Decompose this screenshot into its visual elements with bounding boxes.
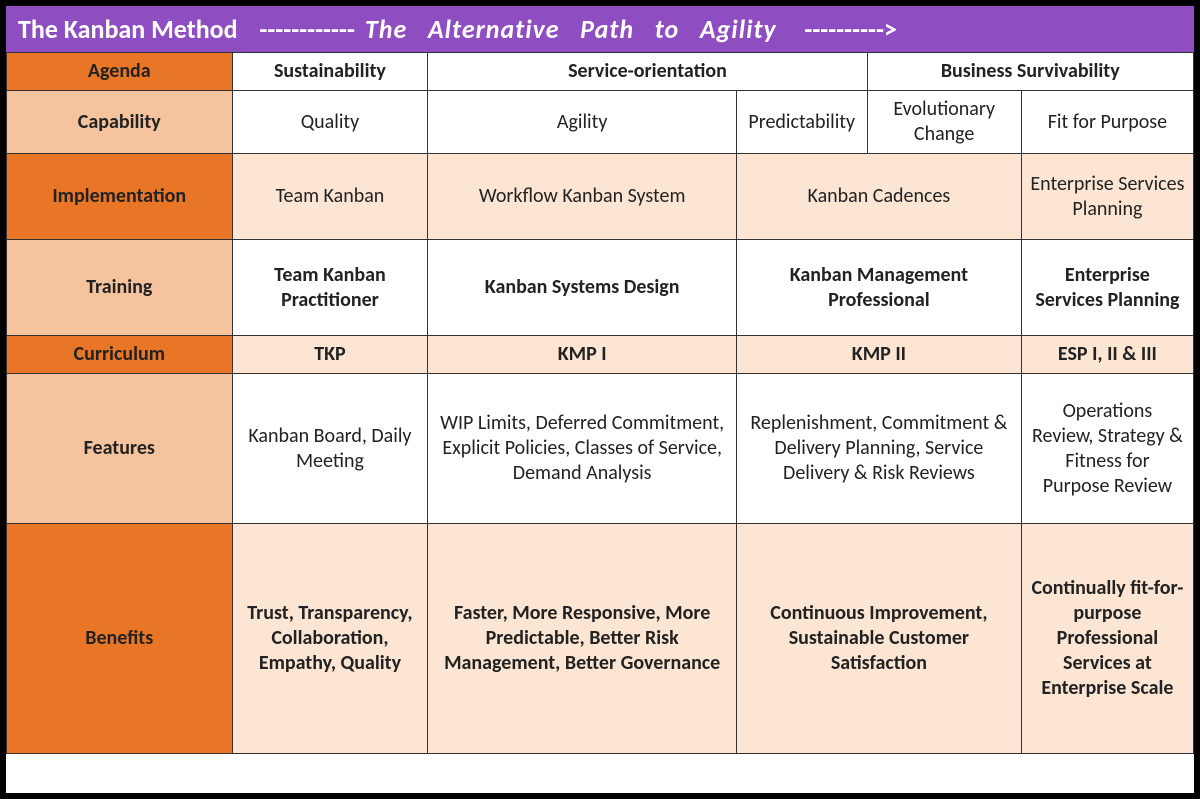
matrix-cell: Trust, Transparency, Collaboration, Empa… [232,524,428,754]
row-header: Training [7,240,233,336]
matrix-cell: Service-orientation [428,53,867,91]
title-subtitle: The Alternative Path to Agility [365,13,777,45]
matrix-cell: Kanban Systems Design [428,240,737,336]
matrix-cell: Agility [428,91,737,154]
title-dashes-right: ----------> [787,13,897,45]
matrix-cell: Replenishment, Commitment & Delivery Pla… [736,374,1021,524]
row-header: Implementation [7,154,233,240]
matrix-cell: WIP Limits, Deferred Commitment, Explici… [428,374,737,524]
matrix-cell: Business Survivability [867,53,1193,91]
matrix-cell: Sustainability [232,53,428,91]
matrix-cell: Faster, More Responsive, More Predictabl… [428,524,737,754]
matrix-cell: Predictability [736,91,867,154]
row-header: Benefits [7,524,233,754]
matrix-cell: KMP I [428,336,737,374]
matrix-cell: Workflow Kanban System [428,154,737,240]
matrix-cell: TKP [232,336,428,374]
row-header: Curriculum [7,336,233,374]
row-header: Agenda [7,53,233,91]
matrix-cell: ESP I, II & III [1021,336,1193,374]
matrix-cell: Continually fit-for-purpose Professional… [1021,524,1193,754]
matrix-cell: Kanban Management Professional [736,240,1021,336]
row-header: Capability [7,91,233,154]
matrix-table: AgendaSustainabilityService-orientationB… [6,52,1194,754]
matrix-cell: Quality [232,91,428,154]
title-dashes-left: ------------ [248,13,355,45]
title-bar: The Kanban Method ------------ The Alter… [6,6,1194,52]
matrix-cell: Continuous Improvement, Sustainable Cust… [736,524,1021,754]
matrix-cell: Team Kanban Practitioner [232,240,428,336]
matrix-cell: Operations Review, Strategy & Fitness fo… [1021,374,1193,524]
row-header: Features [7,374,233,524]
kanban-method-matrix: The Kanban Method ------------ The Alter… [6,6,1194,793]
matrix-cell: Team Kanban [232,154,428,240]
title-left: The Kanban Method [18,13,238,45]
matrix-cell: Kanban Cadences [736,154,1021,240]
matrix-cell: Enterprise Services Planning [1021,240,1193,336]
matrix-cell: Kanban Board, Daily Meeting [232,374,428,524]
matrix-cell: KMP II [736,336,1021,374]
matrix-cell: Enterprise Services Planning [1021,154,1193,240]
matrix-cell: Fit for Purpose [1021,91,1193,154]
matrix-cell: Evolutionary Change [867,91,1021,154]
